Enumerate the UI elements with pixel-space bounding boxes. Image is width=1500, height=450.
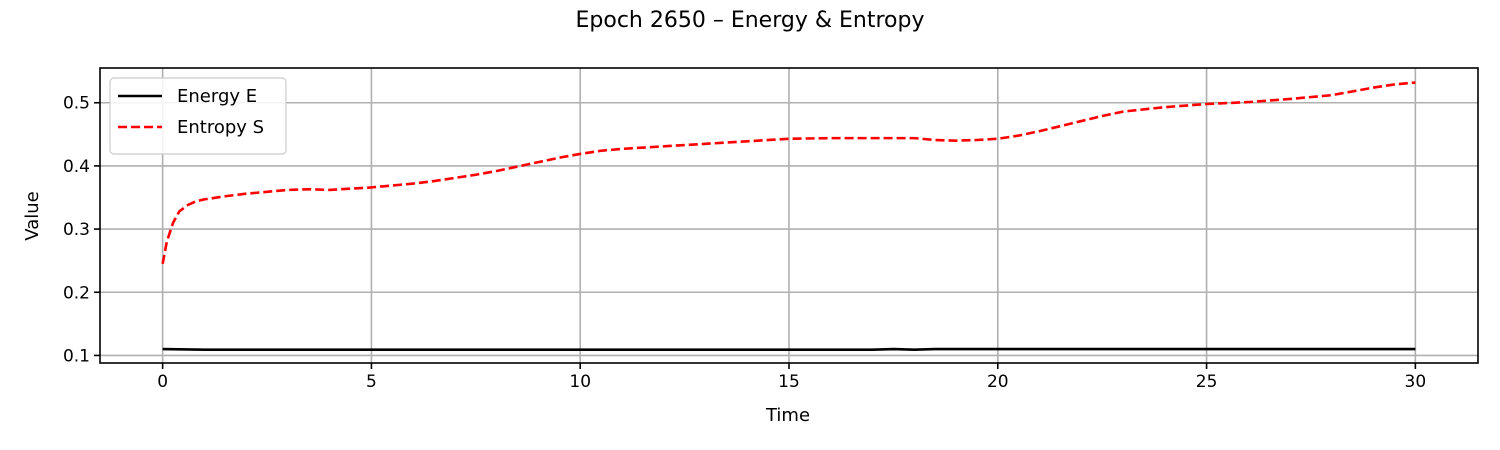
y-tick-label: 0.2 — [63, 283, 90, 303]
series-line-energy-e — [162, 347, 1416, 352]
x-tick-label: 30 — [1405, 372, 1427, 392]
y-tick-label: 0.5 — [63, 94, 90, 114]
plot-series — [161, 81, 1416, 352]
chart-title: Epoch 2650 – Energy & Entropy — [576, 8, 925, 33]
y-axis-label: Value — [22, 191, 43, 240]
x-tick-label: 15 — [778, 372, 800, 392]
axis-ticks: 0 5 10 15 20 25 30 0.1 0.2 0.3 0.4 0.5 — [63, 94, 1426, 392]
x-tick-label: 25 — [1196, 372, 1218, 392]
x-axis-label: Time — [765, 405, 810, 426]
legend: Energy E Entropy S — [109, 77, 287, 155]
x-tick-label: 0 — [157, 372, 168, 392]
legend-label: Energy E — [177, 86, 257, 107]
legend-label: Entropy S — [177, 117, 264, 138]
x-tick-label: 5 — [366, 372, 377, 392]
x-tick-label: 20 — [987, 372, 1009, 392]
grid — [100, 68, 1478, 363]
y-tick-label: 0.3 — [63, 220, 90, 240]
y-tick-label: 0.1 — [63, 346, 90, 366]
x-tick-label: 10 — [569, 372, 591, 392]
y-tick-label: 0.4 — [63, 157, 90, 177]
